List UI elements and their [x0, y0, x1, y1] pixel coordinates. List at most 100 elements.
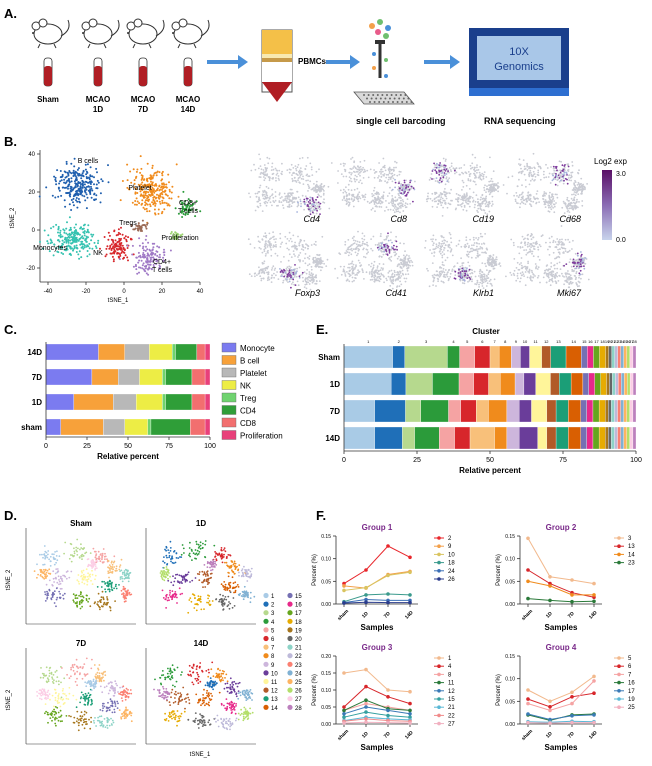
bar-segment — [632, 372, 637, 396]
gene-label: Cd19 — [472, 214, 494, 224]
legend-swatch — [221, 417, 237, 428]
y-tick-label: 0.05 — [505, 579, 515, 585]
legend-label: 24 — [295, 671, 302, 677]
cluster-tick-label: 20 — [608, 339, 613, 344]
data-point — [342, 712, 346, 716]
bar-segment — [191, 393, 206, 411]
bar-segment — [546, 399, 557, 423]
bar-segment — [476, 399, 489, 423]
bar-segment — [103, 418, 125, 436]
tsne-cluster — [38, 157, 110, 211]
group-label: 14D — [181, 105, 196, 114]
gene-feature-plot: Mki67 — [505, 225, 590, 298]
data-point — [570, 714, 574, 718]
bar-segment — [420, 399, 449, 423]
bar-segment — [498, 345, 512, 369]
cluster-tick-label: 28 — [632, 339, 637, 344]
bar-segment — [580, 399, 587, 423]
bar-segment — [621, 372, 625, 396]
condition-tsne-plot: 1D — [145, 519, 256, 625]
chart-title: Group 2 — [546, 523, 577, 532]
series-line — [343, 669, 411, 693]
legend-label: 26 — [295, 689, 302, 695]
bar-segment — [550, 345, 567, 369]
cluster-tick-label: 22 — [614, 339, 619, 344]
panel-c: C. 14D 7D 1D sham 0 25 50 75 100 Relative percent… — [4, 322, 283, 461]
bar-segment — [537, 426, 548, 450]
bar-segment — [500, 372, 516, 396]
bar-segment — [113, 393, 137, 411]
data-point — [364, 698, 368, 702]
gene-feature-plot: Cd41 — [334, 230, 414, 298]
y-axis-label: tSNE_2 — [6, 569, 12, 590]
legend-marker — [437, 560, 441, 565]
bar-segment — [523, 372, 536, 396]
legend-label: CD4 — [240, 407, 257, 416]
legend-swatch — [287, 653, 293, 659]
legend-label: 8 — [448, 672, 452, 678]
bar-segment — [620, 345, 624, 369]
bar-segment — [432, 372, 460, 396]
series-line — [527, 598, 595, 603]
cluster-tick-label: 8 — [504, 339, 507, 344]
x-tick-label: 20 — [159, 289, 166, 295]
legend-marker — [437, 664, 441, 668]
x-axis-label: Relative percent — [459, 466, 521, 475]
colorbar-min-label: 0.0 — [616, 237, 626, 244]
x-tick-label: 7D — [567, 611, 576, 620]
legend-label: 3 — [271, 611, 275, 617]
legend-swatch — [287, 627, 293, 633]
data-point — [364, 684, 368, 689]
y-tick-label: 0.05 — [505, 699, 515, 705]
bar-segment — [629, 345, 634, 369]
cluster-tick-label: 5 — [466, 339, 469, 344]
y-tick-label: -20 — [26, 266, 35, 272]
x-tick-label: 50 — [486, 457, 494, 464]
cluster-tick-label: 17 — [594, 339, 599, 344]
x-tick-label: 14D — [404, 610, 415, 621]
legend-marker — [617, 560, 621, 565]
legend-label: Proliferation — [240, 432, 283, 441]
legend-label: 13 — [271, 697, 278, 703]
condition-title: 7D — [76, 639, 86, 648]
cluster-tick-label: 7 — [493, 339, 496, 344]
x-axis-label: tSNE_1 — [108, 298, 129, 304]
chart-title: Cluster — [472, 327, 500, 336]
legend-label: 27 — [295, 697, 302, 703]
data-point — [386, 713, 390, 718]
legend-label: 6 — [628, 664, 632, 670]
data-point — [570, 720, 574, 725]
bar-segment — [629, 426, 634, 450]
series-line — [343, 721, 411, 724]
data-point — [592, 691, 596, 695]
legend-label: 11 — [448, 681, 455, 687]
legend-label: 4 — [448, 664, 452, 670]
cluster-tick-label: 9 — [515, 339, 518, 344]
pbmc-label: PBMCs — [298, 57, 327, 66]
gene-feature-plot: Cd19 — [425, 153, 505, 224]
legend-label: 10 — [448, 552, 455, 558]
legend-label: 17 — [628, 689, 635, 695]
bar-segment — [617, 345, 621, 369]
legend-marker — [437, 544, 441, 548]
bar-segment — [632, 399, 637, 423]
tsne-cluster — [130, 219, 149, 232]
data-point — [408, 555, 412, 560]
x-axis-label: Samples — [361, 623, 394, 632]
bar-segment — [606, 372, 610, 396]
line-chart: Group 1 0.00 0.05 0.10 0.15 sham 1D 7D 14D Sample… — [312, 523, 455, 632]
x-tick-label: 14D — [588, 730, 599, 741]
bar-segment — [45, 368, 93, 386]
legend-label: 7 — [271, 646, 275, 652]
y-tick-label: 0.05 — [321, 705, 331, 711]
legend-swatch — [287, 678, 293, 685]
legend-label: 25 — [295, 680, 302, 686]
data-point — [364, 717, 368, 721]
series-line — [527, 720, 595, 723]
cluster-tick-label: 24 — [620, 339, 625, 344]
x-tick-label: -20 — [82, 289, 91, 295]
legend-label: CD8 — [240, 419, 257, 428]
data-point — [342, 671, 346, 675]
legend-label: 19 — [295, 628, 302, 634]
bar-segment — [626, 399, 631, 423]
